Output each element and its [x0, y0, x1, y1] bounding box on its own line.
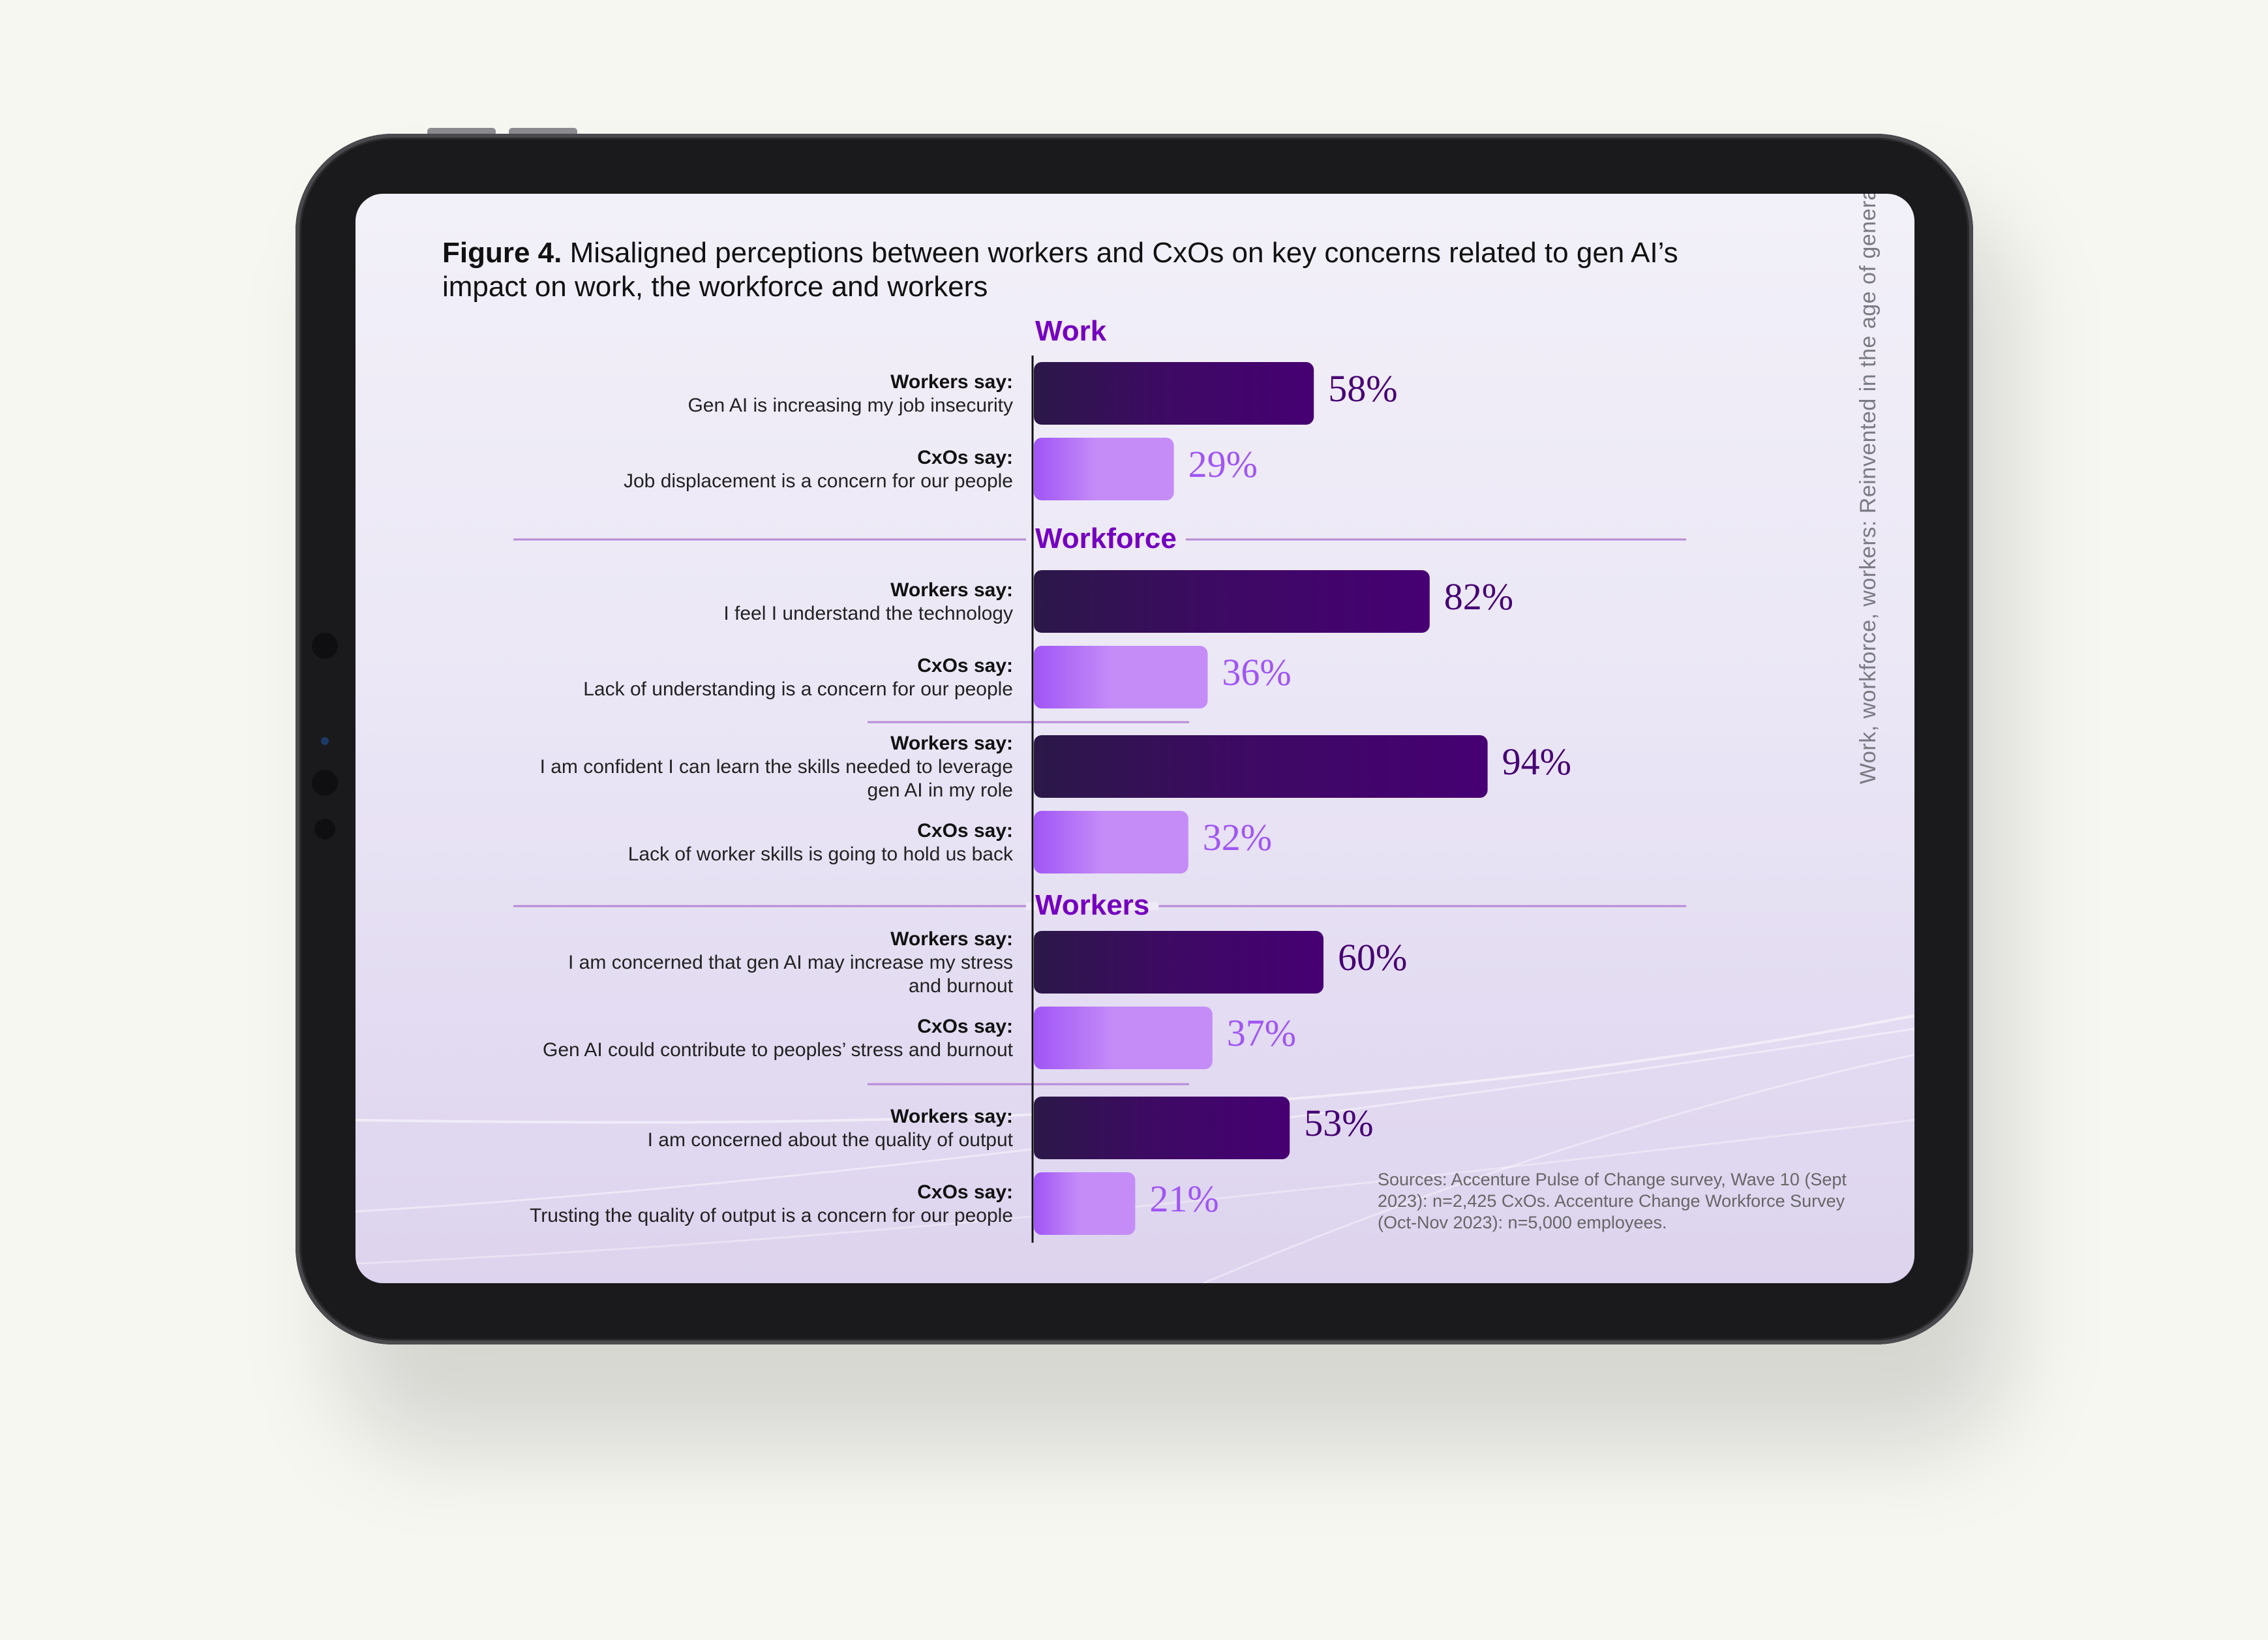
cxo-value-label: 29% — [1188, 443, 1258, 485]
worker-who-label: Workers say: — [890, 1106, 1013, 1127]
worker-statement-label: I am concerned about the quality of outp… — [648, 1129, 1014, 1151]
sensor-dot — [321, 737, 329, 745]
cxo-bar — [1034, 1007, 1213, 1069]
section-title: Work — [1035, 315, 1107, 347]
cxo-statement-label: Lack of understanding is a concern for o… — [583, 678, 1013, 700]
cxo-bar — [1034, 811, 1188, 873]
side-running-title: Work, workforce, workers: Reinvented in … — [1856, 194, 1881, 784]
section-title: Workers — [1035, 889, 1149, 921]
cxo-value-label: 32% — [1203, 816, 1272, 858]
camera-dot — [312, 770, 338, 796]
section-title-backdrop — [1026, 536, 1186, 543]
figure-label: Figure 4. — [442, 237, 562, 269]
figure-title: Figure 4. Misaligned perceptions between… — [442, 236, 1747, 304]
cxo-who-label: CxOs say: — [917, 820, 1013, 842]
worker-statement-label: I am confident I can learn the skills ne… — [540, 756, 1013, 778]
cxo-who-label: CxOs say: — [917, 1181, 1013, 1203]
cxo-who-label: CxOs say: — [917, 1016, 1013, 1037]
worker-value-label: 58% — [1328, 367, 1397, 410]
cxo-bar — [1034, 646, 1208, 708]
worker-statement-label: I am concerned that gen AI may increase … — [568, 952, 1013, 973]
worker-value-label: 82% — [1444, 575, 1513, 618]
cxo-statement-label: Lack of worker skills is going to hold u… — [628, 843, 1014, 865]
cxo-value-label: 21% — [1149, 1177, 1218, 1220]
worker-value-label: 94% — [1502, 740, 1571, 783]
worker-bar — [1034, 1097, 1290, 1159]
worker-who-label: Workers say: — [890, 579, 1013, 601]
worker-statement-label: and burnout — [909, 975, 1014, 997]
worker-who-label: Workers say: — [890, 733, 1013, 754]
cxo-bar — [1034, 438, 1174, 500]
worker-statement-label: Gen AI is increasing my job insecurity — [688, 395, 1013, 416]
cxo-statement-label: Job displacement is a concern for our pe… — [624, 470, 1013, 492]
cxo-value-label: 37% — [1227, 1012, 1296, 1054]
camera-dot — [312, 633, 338, 659]
worker-who-label: Workers say: — [890, 928, 1013, 950]
worker-bar — [1034, 931, 1323, 994]
cxo-statement-label: Trusting the quality of output is a conc… — [530, 1205, 1013, 1226]
sensor-dot — [314, 819, 335, 840]
screen: Figure 4. Misaligned perceptions between… — [355, 194, 1914, 1283]
worker-statement-label: I feel I understand the technology — [723, 603, 1013, 624]
cxo-statement-label: Gen AI could contribute to peoples’ stre… — [543, 1039, 1014, 1061]
cxo-value-label: 36% — [1222, 651, 1291, 693]
cxo-who-label: CxOs say: — [917, 655, 1013, 676]
worker-value-label: 53% — [1304, 1102, 1373, 1144]
worker-statement-label: gen AI in my role — [868, 780, 1013, 801]
cxo-bar — [1034, 1172, 1136, 1235]
worker-bar — [1034, 570, 1430, 633]
worker-bar — [1034, 362, 1314, 425]
worker-value-label: 60% — [1338, 936, 1407, 979]
section-title-backdrop — [1026, 902, 1159, 910]
section-title: Workforce — [1035, 523, 1177, 554]
sources-note: Sources: Accenture Pulse of Change surve… — [1378, 1170, 1847, 1232]
cxo-who-label: CxOs say: — [917, 447, 1013, 468]
worker-bar — [1034, 735, 1488, 798]
figure-title-text: Misaligned perceptions between workers a… — [442, 237, 1678, 303]
worker-who-label: Workers say: — [890, 371, 1013, 393]
